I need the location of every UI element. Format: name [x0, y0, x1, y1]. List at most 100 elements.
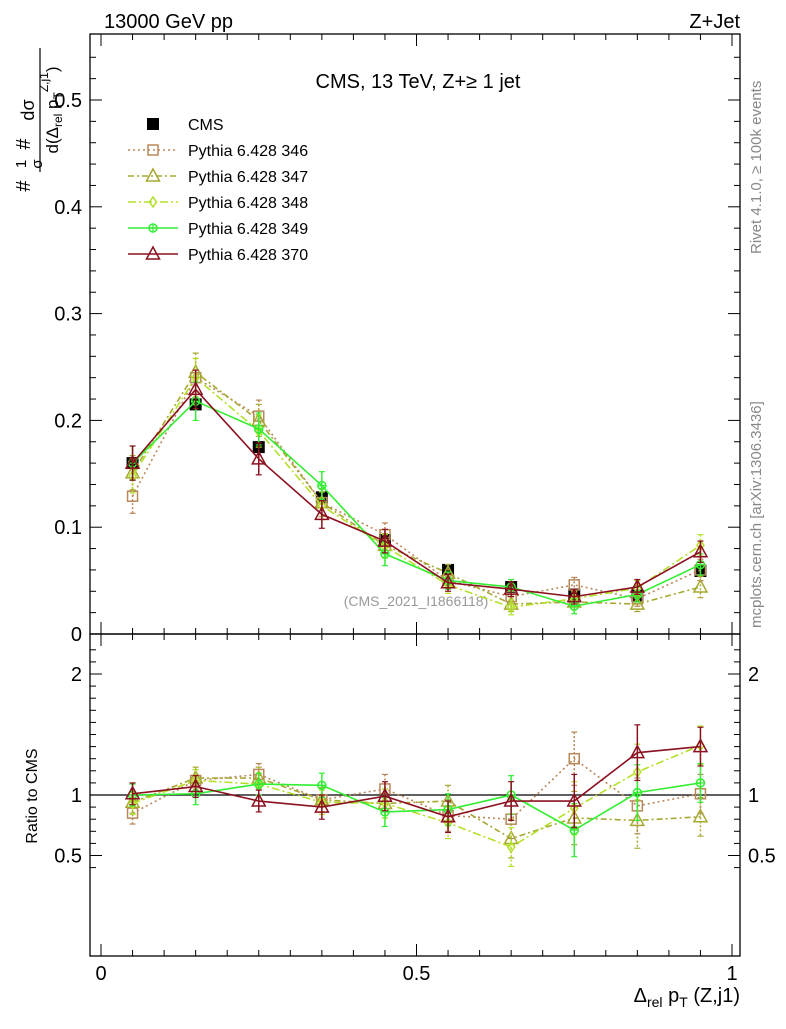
legend-item: Pythia 6.428 348 [128, 195, 308, 212]
legend-item: Pythia 6.428 347 [128, 167, 308, 186]
header-right: Z+Jet [689, 11, 740, 33]
ratio-y-tick-label-right: 2 [748, 664, 759, 686]
series-line [131, 376, 701, 609]
legend-label: Pythia 6.428 349 [188, 221, 308, 238]
data-point [695, 778, 706, 788]
data-point [629, 595, 646, 610]
data-point [692, 543, 709, 558]
data-point [503, 792, 519, 807]
data-point [629, 578, 646, 593]
ratio-y-axis-label: Ratio to CMS [24, 748, 41, 843]
series-pythia-6-428-348 [128, 357, 705, 616]
series-line [131, 388, 701, 598]
header-left: 13000 GeV pp [104, 11, 233, 33]
legend: CMS Pythia 6.428 346 Pythia 6.428 347 Pythi… [128, 117, 308, 264]
data-point [314, 798, 330, 813]
series-cms [126, 398, 707, 602]
data-point [250, 792, 267, 807]
legend-item: Pythia 6.428 346 [128, 143, 308, 160]
legend-item: CMS [147, 117, 224, 134]
rivet-version-label: Rivet 4.1.0, ≥ 100k events [748, 81, 765, 254]
x-tick-label: 0 [95, 963, 106, 985]
series-line [131, 371, 701, 605]
main-y-tick-label: 0.4 [54, 197, 82, 219]
series-pythia-6-428-346 [126, 357, 707, 607]
data-point [187, 380, 204, 396]
data-point [317, 480, 327, 491]
svg-text:Δrel pT (Z,j1): Δrel pT (Z,j1) [634, 985, 740, 1010]
axes-ticks: 0 0.1 0.2 0.3 0.4 0.5 0 0.5 1 0.5 0.5 1 1 2 2 [54, 34, 776, 985]
ratio-series [124, 724, 709, 867]
series-line [132, 777, 701, 840]
legend-label: Pythia 6.428 370 [188, 247, 308, 264]
data-point [124, 785, 141, 800]
main-y-tick-label: 0.3 [54, 304, 82, 326]
ratio-y-tick-label-right: 0.5 [748, 846, 776, 868]
data-point [124, 454, 141, 469]
data-point [317, 780, 327, 791]
legend-marker [147, 144, 159, 156]
data-point [128, 797, 137, 810]
main-y-axis-label: # 1 σ # [13, 138, 46, 192]
x-tick-label: 0.5 [403, 963, 431, 985]
data-point [128, 469, 137, 483]
data-point [503, 829, 519, 845]
main-series [124, 352, 709, 616]
series-pythia-6-428-349 [127, 381, 706, 615]
legend-label: Pythia 6.428 348 [188, 195, 308, 212]
data-point [377, 787, 393, 802]
main-y-tick-label: 0.5 [54, 90, 82, 112]
main-y-tick-label: 0.2 [54, 410, 82, 432]
data-point [629, 744, 646, 759]
series-line [132, 745, 701, 818]
data-point [692, 578, 709, 593]
main-y-tick-label: 0 [71, 624, 82, 646]
svg-text:#: # [13, 180, 35, 192]
series-line [132, 744, 701, 848]
data-point [632, 787, 643, 798]
series-pythia-6-428-348 [128, 725, 705, 867]
legend-item: Pythia 6.428 370 [128, 245, 308, 264]
series-pythia-6-428-346 [126, 731, 707, 840]
data-point [692, 738, 709, 753]
main-y-tick-label: 0.1 [54, 517, 82, 539]
plot-title: CMS, 13 TeV, Z+≥ 1 jet [316, 71, 521, 93]
data-point [440, 574, 456, 589]
legend-marker [145, 167, 161, 182]
analysis-watermark: (CMS_2021_I1866118) [344, 593, 489, 609]
data-point [254, 424, 264, 434]
series-line [131, 400, 701, 608]
x-axis-label: Δrel pT (Z,j1) [634, 985, 740, 1010]
data-point [692, 808, 709, 823]
data-point [314, 505, 330, 521]
legend-label: CMS [188, 117, 224, 134]
data-point [506, 600, 516, 614]
series-pythia-6-428-370 [124, 724, 709, 834]
data-point [629, 811, 646, 827]
series-line [132, 757, 701, 821]
legend-label: Pythia 6.428 347 [188, 169, 308, 186]
legend-marker [145, 245, 161, 260]
data-point [250, 450, 267, 465]
svg-text:dσ: dσ [18, 99, 38, 120]
ratio-y-tick-label: 1 [71, 785, 82, 807]
data-point [506, 840, 516, 854]
data-point [566, 588, 583, 603]
x-tick-label: 1 [726, 963, 737, 985]
ratio-y-tick-label-right: 1 [748, 785, 759, 807]
legend-label: Pythia 6.428 346 [188, 143, 308, 160]
data-point [254, 779, 264, 789]
legend-marker [147, 118, 159, 130]
data-point [187, 777, 204, 793]
data-point [377, 532, 393, 547]
data-point [503, 580, 519, 595]
ratio-y-tick-label: 2 [71, 664, 82, 686]
legend-marker [148, 223, 158, 233]
legend-marker [148, 195, 158, 209]
ratio-y-tick-label: 0.5 [54, 846, 82, 868]
svg-text:σ: σ [29, 159, 46, 169]
svg-text:#: # [13, 138, 35, 150]
data-point [568, 752, 580, 765]
svg-text:1: 1 [13, 160, 30, 168]
